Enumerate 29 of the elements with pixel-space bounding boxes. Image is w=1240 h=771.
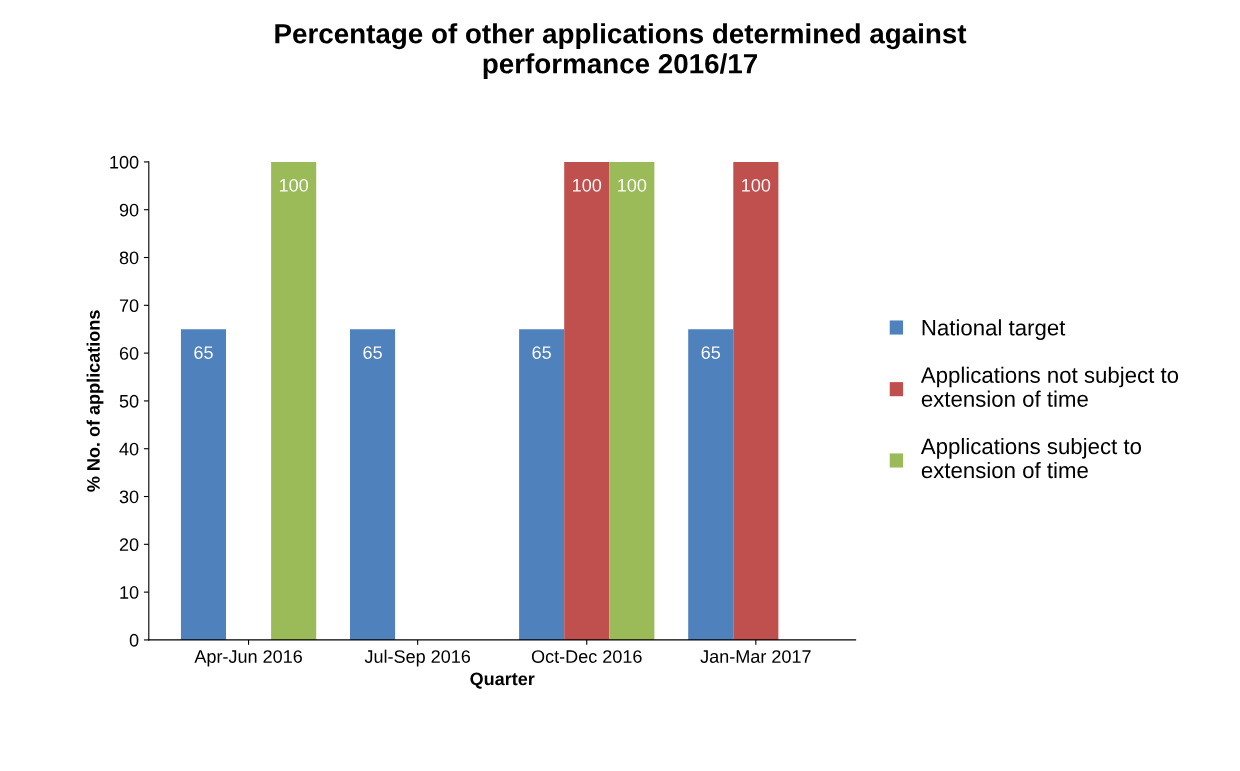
- x-tick-label: Apr-Jun 2016: [194, 650, 302, 667]
- y-tick-label: 80: [119, 251, 139, 265]
- data-label: 65: [363, 346, 382, 359]
- y-tick-label: 10: [120, 586, 139, 599]
- x-tick-label: Jul-Sep 2016: [364, 649, 471, 667]
- legend-label: Applications not subject to extension of time: [920, 366, 1179, 407]
- y-tick-label: 20: [119, 538, 139, 552]
- x-tick-label: Jan-Mar 2017: [700, 650, 811, 663]
- data-label: 100: [573, 178, 602, 192]
- y-tick-label: 30: [119, 490, 139, 504]
- data-label: 65: [532, 346, 551, 359]
- y-tick-label: 100: [110, 155, 139, 169]
- x-axis-title: Quarter: [470, 672, 535, 689]
- data-label: 65: [194, 346, 213, 359]
- y-tick-label: 70: [119, 299, 139, 313]
- y-tick-label: 60: [119, 347, 139, 360]
- y-tick-label: 90: [119, 203, 139, 217]
- legend-label: Applications subject to extension of time: [920, 437, 1142, 479]
- y-tick-label: 40: [119, 442, 139, 456]
- y-axis-title: % No. of applications: [86, 310, 104, 492]
- chart-title: Percentage of other applications determined against performance 2016/17: [275, 23, 967, 80]
- legend-label: National target: [922, 319, 1066, 340]
- y-tick-label: 50: [119, 394, 139, 408]
- x-tick-label: Oct-Dec 2016: [531, 650, 642, 663]
- data-label: 65: [701, 346, 721, 359]
- data-label: 100: [279, 178, 309, 192]
- data-label: 100: [618, 178, 647, 192]
- data-label: 100: [742, 178, 771, 192]
- y-tick-label: 0: [129, 633, 139, 647]
